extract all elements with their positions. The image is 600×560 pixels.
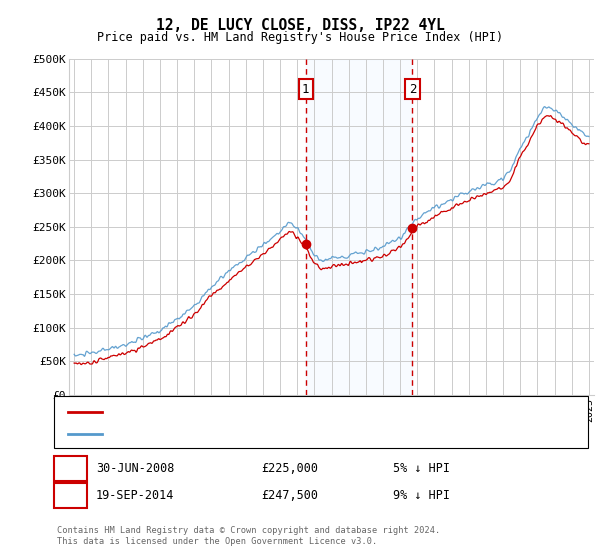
Text: 2: 2 bbox=[67, 489, 74, 502]
Text: 1: 1 bbox=[302, 82, 310, 96]
Text: 30-JUN-2008: 30-JUN-2008 bbox=[96, 462, 175, 475]
Text: 12, DE LUCY CLOSE, DISS, IP22 4YL (detached house): 12, DE LUCY CLOSE, DISS, IP22 4YL (detac… bbox=[109, 407, 446, 417]
Text: 2: 2 bbox=[409, 82, 416, 96]
Text: 9% ↓ HPI: 9% ↓ HPI bbox=[393, 489, 450, 502]
Text: 12, DE LUCY CLOSE, DISS, IP22 4YL: 12, DE LUCY CLOSE, DISS, IP22 4YL bbox=[155, 18, 445, 33]
Text: 19-SEP-2014: 19-SEP-2014 bbox=[96, 489, 175, 502]
Text: Price paid vs. HM Land Registry's House Price Index (HPI): Price paid vs. HM Land Registry's House … bbox=[97, 31, 503, 44]
Bar bbox=[306, 59, 412, 395]
Text: £225,000: £225,000 bbox=[261, 462, 318, 475]
Text: HPI: Average price, detached house, South Norfolk: HPI: Average price, detached house, Sout… bbox=[109, 429, 440, 438]
Text: 5% ↓ HPI: 5% ↓ HPI bbox=[393, 462, 450, 475]
Text: Contains HM Land Registry data © Crown copyright and database right 2024.
This d: Contains HM Land Registry data © Crown c… bbox=[57, 526, 440, 546]
Text: 1: 1 bbox=[67, 462, 74, 475]
Text: £247,500: £247,500 bbox=[261, 489, 318, 502]
